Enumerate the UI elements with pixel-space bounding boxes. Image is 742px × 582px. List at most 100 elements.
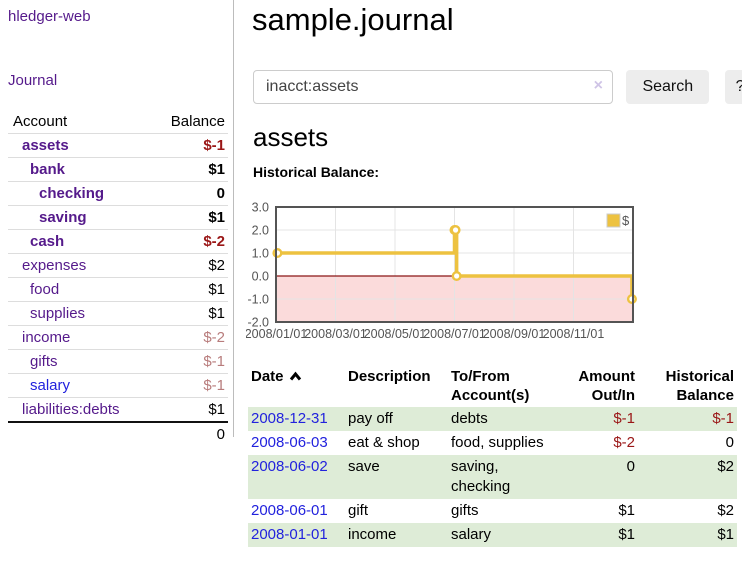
help-button[interactable]: ? — [724, 70, 742, 104]
sidebar: hledger-web Journal Account Balance asse… — [8, 8, 228, 446]
account-link-bank[interactable]: bank — [30, 161, 66, 178]
search-input[interactable] — [253, 70, 613, 104]
transaction-accounts: saving, checking — [451, 458, 511, 495]
register-row: 2008-12-31 pay off debts $-1 $-1 — [248, 407, 737, 431]
svg-text:2008/07/01: 2008/07/01 — [423, 327, 486, 341]
transaction-balance: $-1 — [712, 410, 734, 427]
transaction-amount: $-2 — [613, 434, 635, 451]
register-row: 2008-06-01 gift gifts $1 $2 — [248, 499, 737, 523]
svg-text:3.0: 3.0 — [252, 201, 269, 215]
transaction-description: eat & shop — [348, 434, 420, 451]
accounts-total-value: 0 — [152, 421, 228, 446]
accounts-header-account: Account — [8, 110, 153, 134]
page-title: sample.journal — [252, 2, 454, 37]
svg-text:1.0: 1.0 — [252, 247, 269, 261]
accounts-total-row: 0 — [8, 421, 228, 446]
register-row: 2008-06-02 save saving, checking 0 $2 — [248, 455, 737, 499]
account-link-assets[interactable]: assets — [22, 137, 69, 154]
svg-text:2008/03/01: 2008/03/01 — [304, 327, 367, 341]
account-balance: 0 — [152, 181, 228, 206]
historical-balance-chart: 3.0 2.0 1.0 0.0 -1.0 -2.0 2008/01/01 2008/03/01… — [245, 200, 666, 350]
svg-text:-2.0: -2.0 — [247, 316, 269, 330]
account-balance: $-1 — [152, 133, 228, 158]
transaction-description: income — [348, 526, 397, 543]
transaction-date-link[interactable]: 2008-12-31 — [251, 410, 328, 427]
account-link-income[interactable]: income — [22, 329, 71, 346]
transaction-description: save — [348, 458, 380, 475]
account-link-food[interactable]: food — [30, 281, 60, 298]
account-balance: $2 — [152, 253, 228, 278]
transaction-date-link[interactable]: 2008-06-02 — [251, 458, 328, 475]
account-balance: $-1 — [152, 373, 228, 398]
account-row: bank $1 — [8, 157, 228, 182]
account-row: income $-2 — [8, 325, 228, 350]
svg-text:2008/11/01: 2008/11/01 — [543, 327, 605, 341]
account-link-supplies[interactable]: supplies — [30, 305, 86, 322]
account-link-gifts[interactable]: gifts — [30, 353, 58, 370]
account-balance: $-1 — [152, 349, 228, 374]
transaction-description: pay off — [348, 410, 393, 427]
register-row: 2008-01-01 income salary $1 $1 — [248, 523, 737, 547]
account-link-checking[interactable]: checking — [39, 185, 105, 202]
svg-text:$: $ — [622, 213, 630, 228]
register-header-date[interactable]: Date — [248, 365, 345, 407]
register-header-accounts[interactable]: To/From Account(s) — [451, 368, 530, 404]
svg-text:-1.0: -1.0 — [247, 293, 269, 307]
sort-ascending-icon — [289, 367, 302, 386]
account-balance: $1 — [152, 205, 228, 230]
chart-title: Historical Balance: — [253, 164, 380, 180]
svg-text:2008/05/01: 2008/05/01 — [364, 327, 427, 341]
svg-text:2008/09/01: 2008/09/01 — [483, 327, 546, 341]
account-balance: $-2 — [152, 325, 228, 350]
chart-canvas: 3.0 2.0 1.0 0.0 -1.0 -2.02008/01/012008/03/01… — [245, 201, 637, 341]
transaction-date-link[interactable]: 2008-06-01 — [251, 502, 328, 519]
transaction-amount: $1 — [618, 502, 635, 519]
transaction-date-link[interactable]: 2008-06-03 — [251, 434, 328, 451]
account-link-expenses[interactable]: expenses — [22, 257, 87, 274]
main-content: sample.journal × Search ? assets Histori… — [245, 0, 742, 582]
transaction-accounts: food, supplies — [451, 434, 544, 451]
register-header-description[interactable]: Description — [348, 368, 431, 385]
sidebar-item-journal[interactable]: Journal — [8, 72, 58, 89]
account-row: saving $1 — [8, 205, 228, 230]
account-link-salary[interactable]: salary — [30, 377, 71, 394]
account-row: assets $-1 — [8, 133, 228, 158]
transaction-description: gift — [348, 502, 369, 519]
account-balance: $1 — [152, 277, 228, 302]
transaction-balance: $2 — [717, 502, 734, 519]
transaction-balance: $1 — [717, 526, 734, 543]
transaction-accounts: salary — [451, 526, 492, 543]
svg-text:2.0: 2.0 — [252, 224, 269, 238]
account-balance: $1 — [152, 301, 228, 326]
register-row: 2008-06-03 eat & shop food, supplies $-2… — [248, 431, 737, 455]
accounts-table: Account Balance assets $-1 bank $1 check… — [8, 110, 228, 446]
account-row: expenses $2 — [8, 253, 228, 278]
transaction-date-link[interactable]: 2008-01-01 — [251, 526, 328, 543]
account-row: supplies $1 — [8, 301, 228, 326]
sidebar-divider — [233, 0, 234, 437]
svg-text:0.0: 0.0 — [252, 270, 269, 284]
search-form: × Search ? — [253, 70, 742, 104]
account-heading: assets — [253, 122, 329, 152]
account-row: checking 0 — [8, 181, 228, 206]
account-balance: $-2 — [152, 229, 228, 254]
transaction-amount: $-1 — [613, 410, 635, 427]
register-header-balance[interactable]: Historical Balance — [665, 368, 734, 404]
transaction-amount: $1 — [618, 526, 635, 543]
register-header-amount[interactable]: Amount Out/In — [578, 368, 635, 404]
account-row: salary $-1 — [8, 373, 228, 398]
search-button[interactable]: Search — [626, 70, 710, 104]
account-link-cash[interactable]: cash — [30, 233, 65, 250]
account-balance: $1 — [152, 397, 228, 423]
account-link-liabilities-debts[interactable]: liabilities:debts — [22, 401, 120, 418]
account-row: food $1 — [8, 277, 228, 302]
transaction-accounts: debts — [451, 410, 488, 427]
brand-link[interactable]: hledger-web — [8, 8, 91, 25]
svg-text:2008/01/01: 2008/01/01 — [246, 327, 307, 341]
transaction-amount: 0 — [626, 458, 635, 475]
account-link-saving[interactable]: saving — [39, 209, 87, 226]
transaction-balance: 0 — [725, 434, 734, 451]
clear-search-icon[interactable]: × — [593, 77, 603, 94]
transaction-accounts: gifts — [451, 502, 479, 519]
